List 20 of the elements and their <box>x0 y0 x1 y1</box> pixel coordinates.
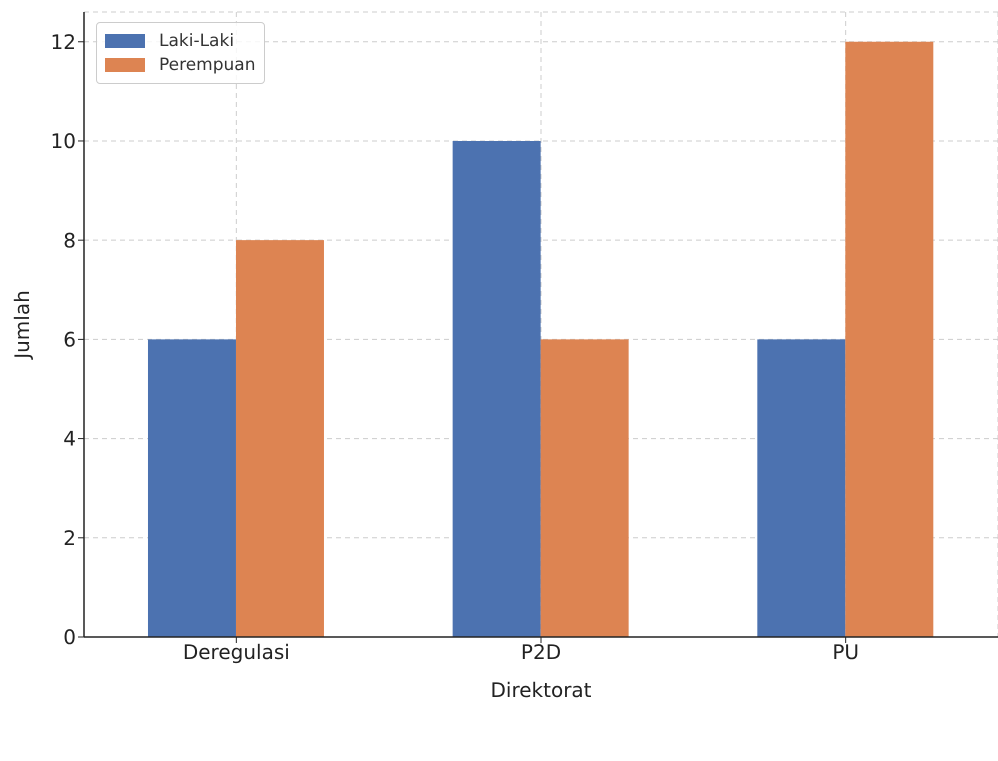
x-tick-label: PU <box>832 640 860 664</box>
bar <box>148 339 236 637</box>
y-tick-label: 10 <box>50 129 76 154</box>
y-axis-title: Jumlah <box>10 290 34 361</box>
bar <box>757 339 846 637</box>
x-tick-label: Deregulasi <box>182 640 290 664</box>
x-axis-title: Direktorat <box>490 678 592 702</box>
legend-label: Perempuan <box>159 55 256 75</box>
y-tick-label: 4 <box>63 426 76 451</box>
bar <box>845 42 934 637</box>
legend-label: Laki-Laki <box>159 31 234 51</box>
x-tick-label: P2D <box>520 640 562 664</box>
y-tick-label: 2 <box>63 526 76 550</box>
y-tick-label: 0 <box>63 625 76 650</box>
y-tick-label: 6 <box>63 327 76 352</box>
bar <box>236 240 324 637</box>
y-tick-label: 12 <box>50 30 76 54</box>
bar <box>452 140 541 637</box>
y-tick-label: 8 <box>63 228 76 252</box>
bar <box>540 339 629 637</box>
